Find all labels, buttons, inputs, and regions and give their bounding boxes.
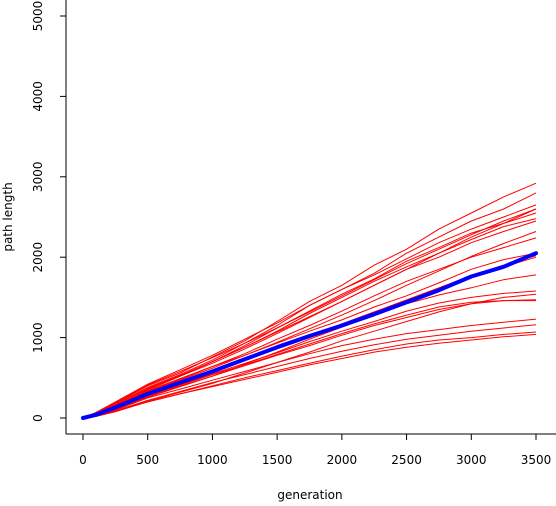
run-line-18 [82,208,537,419]
red-run-lines [82,182,537,419]
y-tick-label: 0 [31,414,45,422]
y-tick-label: 4000 [31,81,45,112]
run-line-15 [82,331,537,419]
y-tick-label: 2000 [31,242,45,273]
x-tick-label: 500 [136,453,159,467]
x-tick-label: 0 [79,453,87,467]
run-line-2 [82,192,537,419]
run-line-16 [82,333,537,419]
x-tick-label: 1000 [197,453,228,467]
run-line-6 [82,220,537,419]
y-tick-label: 5000 [31,1,45,32]
x-tick-label: 1500 [262,453,293,467]
x-tick-label: 3500 [521,453,552,467]
run-line-13 [82,318,537,419]
run-line-20 [82,208,537,419]
x-tick-label: 2500 [391,453,422,467]
x-axis-title: generation [277,488,342,502]
run-line-14 [82,324,537,419]
y-axis: 0 1000 2000 3000 4000 5000 [31,1,66,422]
mean-line [81,251,538,420]
x-tick-label: 3000 [456,453,487,467]
run-line-1 [82,182,537,419]
y-tick-label: 1000 [31,322,45,353]
run-line-21 [82,293,537,419]
x-tick-label: 2000 [327,453,358,467]
y-axis-title: path length [1,182,15,251]
y-tick-label: 3000 [31,162,45,193]
blue-mean-line [81,251,538,420]
run-line-3 [82,204,537,419]
x-axis: 0 500 1000 1500 2000 2500 3000 3500 [79,434,551,467]
